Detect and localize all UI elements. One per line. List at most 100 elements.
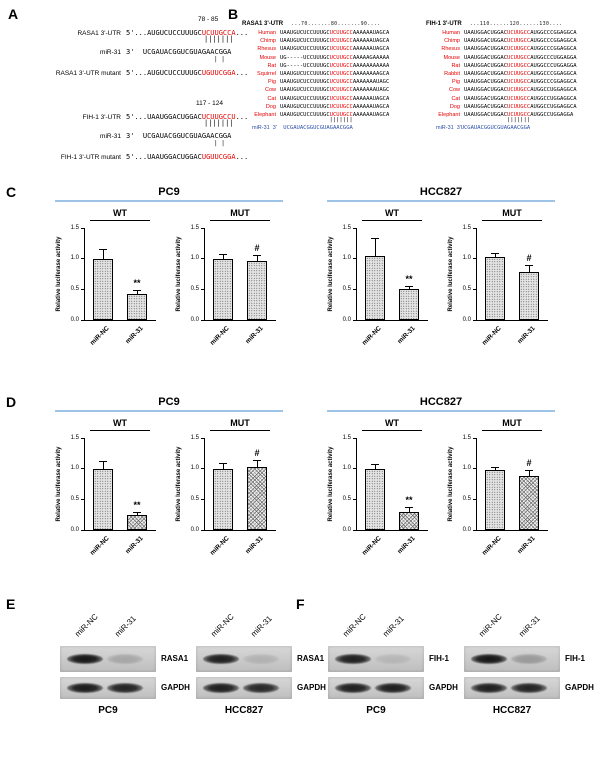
utr-sequence: UAAUGGACUGGACUCUUGCCAUGGCCCGGAGGCA [464, 79, 577, 85]
x-category-label: miR-NC [361, 325, 383, 347]
mir31-row-rasa1: miR-31 3' UCGAUACGGUCGUAGAACGGA [26, 45, 231, 56]
sequence-seed: UCUUGCC [507, 70, 531, 77]
x-category-label: miR-31 [124, 535, 145, 556]
alignment-row-cat: Cat UAAUGGACUGGACUCUUGCCAUGGCCUGGAGGCA [426, 92, 604, 102]
rasa1-utr-sequence: 5'...AUGUCUCCUUUGCUCUUGCCA... [126, 29, 248, 37]
bar-miR-31 [127, 294, 147, 320]
panel-label-b: B [228, 6, 239, 22]
panel-label-f: F [296, 596, 305, 612]
error-bar-cap [491, 466, 499, 468]
species-name: Dog [265, 103, 276, 110]
utr-sequence: UAAUGGACUGGACUCUUGCCAUGGCCCGGAGGCA [464, 71, 577, 77]
chart-d-hcc827-wt: WT Relative luciferase activity 0.0 0.5 1.0 1… [322, 418, 440, 583]
x-category-label: miR-31 [124, 325, 145, 346]
x-category-label: miR-31 [396, 325, 417, 346]
group-header-c-pc9: PC9 [50, 186, 288, 202]
condition-title: MUT [502, 418, 522, 428]
utr-sequence: UAAUGUCUCCUUUGCUCUUGCCAAAAAAUAGCA [280, 38, 389, 44]
chart-c-hcc827-mut: MUT Relative luciferase activity 0.0 0.5 1.0… [442, 208, 560, 373]
lane-label: miR-31 [113, 613, 138, 639]
rasa1-mutant-label: RASA1 3'-UTR mutant [55, 70, 121, 77]
lane-label: miR-31 [517, 613, 542, 639]
y-tick [473, 258, 476, 260]
sequence-flank: AAAAAAAAAAA [352, 62, 390, 69]
sequence-flank: AAAAAAUAGCA [352, 46, 390, 53]
rasa1-utr-label: RASA1 3'-UTR [77, 30, 121, 37]
x-axis [356, 530, 428, 531]
utr-sequence: UAAUGUCUCCUUUGCUCUUGCCAAAAAAUAGCA [280, 96, 389, 102]
y-tick [473, 498, 476, 500]
sequence-seed: UCUUGCCU [201, 113, 236, 121]
sequence-flank: UAAUGUCUCCUUUGC [280, 111, 330, 118]
rasa1-mutant-pairing-bars: | | [214, 56, 225, 63]
species-name: Rat [267, 62, 276, 69]
alignment-row-cow: Cow UAAUGGACUGGACUCUUGCCAUGGCCUGGAGGCA [426, 83, 604, 94]
utr-sequence: UAAUGGACUGGACUCUUGCCAUGGCCCGGAGGCA [464, 46, 577, 52]
protein-band [67, 654, 103, 664]
x-axis [84, 530, 156, 531]
y-tick-label: 1.0 [70, 255, 79, 262]
sequence-flank: AUGGCCCUGGAGGA [530, 62, 577, 69]
error-bar [137, 512, 138, 515]
species-name: Human [258, 30, 276, 36]
alignment-row-elephant: Elephant UAAUGGACUGGACUCUUGCCAUGGCCUGGAGG… [426, 108, 604, 118]
alignment-row-dog: Dog UAAUGUCUCCUUUGCUCUUGCCAAAAAAUAGCA [242, 100, 422, 110]
species-name: Mouse [259, 54, 276, 61]
y-tick-label: 1.0 [342, 465, 351, 472]
bar-miR-NC [365, 255, 385, 320]
rasa1-utr-title: RASA1 3'-UTR [242, 21, 284, 27]
utr-sequence: UAAUGGACUGGACUCUUGCCAUGGCCUGGAGGA [464, 112, 573, 118]
error-bar-cap [405, 285, 413, 287]
x-category-label: miR-NC [89, 535, 111, 557]
alignment-row-dog: Dog UAAUGGACUGGACUCUUGCCAUGGCCUGGAGGCA [426, 100, 604, 110]
species-name: Cow [448, 87, 460, 94]
group-header-d-pc9: PC9 [50, 396, 288, 412]
y-tick [473, 319, 476, 321]
y-tick-label: 0.0 [70, 526, 79, 533]
x-category-label: miR-NC [481, 535, 503, 557]
cell-line-label: HCC827 [224, 705, 264, 716]
sequence-flank: AAAAAAUAGCA [352, 38, 390, 45]
sequence-flank: AUGGCCCGGAGGCA [530, 30, 577, 36]
protein-band [107, 654, 143, 664]
bar-miR-31 [399, 289, 419, 320]
westernblot-f-hcc827: miR-NC miR-31 FIH-1 GAPDH HCC827 [464, 612, 604, 724]
lane-label: miR-NC [477, 612, 504, 639]
blot-target-label: FIH-1 [429, 654, 449, 663]
cell-line-label: HCC827 [492, 705, 532, 716]
sequence-flank: AAAAAAAUAGC [352, 87, 390, 94]
utr-sequence: UAAUGGACUGGACUCUUGCCAUGGCCUGGAGGCA [464, 96, 577, 102]
condition-title: MUT [230, 208, 250, 218]
error-bar-cap [491, 252, 499, 254]
y-tick-label: 0.5 [342, 495, 351, 502]
alignment-row-rhesus: Rhesus UAAUGGACUGGACUCUUGCCAUGGCCCGGAGGCA [426, 42, 604, 52]
lane-label: miR-NC [73, 612, 100, 639]
sequence-flank: UAAUGUCUCCUUUGC [280, 87, 330, 94]
y-tick [81, 498, 84, 500]
condition-title: MUT [502, 208, 522, 218]
error-bar [103, 249, 104, 259]
significance-mark: # [526, 457, 532, 468]
fih1-species-rows: Human UAAUGGACUGGACUCUUGCCAUGGCCCGGAGGCA C… [426, 26, 604, 134]
sequence-flank: UG-----UCCUUUGC [280, 62, 330, 69]
sequence-flank: AUGGCCCGGAGGCA [530, 79, 577, 86]
mir31-row: miR-31 3' UCGAUACGGUCGUAGAACGGA [426, 125, 604, 134]
cell-line-title: HCC827 [419, 186, 463, 198]
sequence-flank: AUGGCCCGGAGGCA [530, 46, 577, 53]
error-bar [223, 462, 224, 469]
mir31-label: miR-31 [100, 133, 121, 140]
error-bar [529, 469, 530, 477]
sequence-flank: UAAUGGACUGGAC [464, 54, 508, 61]
fih1-pairing-bars: ||||||| [204, 119, 234, 127]
protein-band [511, 654, 547, 664]
alignment-row-rabbit: Rabbit UAAUGGACUGGACUCUUGCCAUGGCCCGGAGGCA [426, 67, 604, 77]
y-tick [353, 498, 356, 500]
error-bar-cap [371, 238, 379, 240]
panel-label-a: A [8, 6, 19, 22]
utr-sequence: UAAUGUCUCCUUUGCUCUUGCCAAAAAAUAGCA [280, 112, 389, 118]
y-tick [81, 319, 84, 321]
y-tick [201, 258, 204, 260]
error-bar-cap [525, 469, 533, 471]
x-axis [204, 320, 276, 321]
error-bar [375, 238, 376, 256]
